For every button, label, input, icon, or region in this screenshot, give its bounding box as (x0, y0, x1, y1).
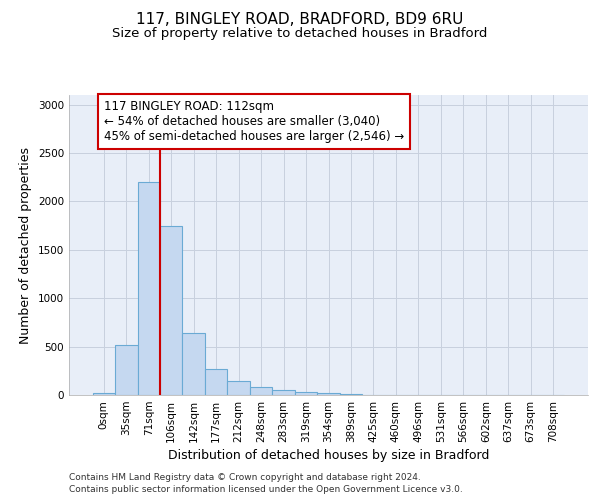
Bar (340, 394, 362, 395)
Bar (227, 382, 250, 395)
Y-axis label: Number of detached properties: Number of detached properties (19, 146, 32, 344)
Text: Contains public sector information licensed under the Open Government Licence v3: Contains public sector information licen… (69, 485, 463, 494)
Bar (295, 392, 317, 395)
Bar (182, 333, 205, 395)
Text: Size of property relative to detached houses in Bradford: Size of property relative to detached ho… (112, 28, 488, 40)
Text: Contains HM Land Registry data © Crown copyright and database right 2024.: Contains HM Land Registry data © Crown c… (69, 474, 421, 482)
Bar (205, 369, 227, 395)
Bar (317, 393, 340, 395)
Text: 117, BINGLEY ROAD, BRADFORD, BD9 6RU: 117, BINGLEY ROAD, BRADFORD, BD9 6RU (136, 12, 464, 28)
X-axis label: Distribution of detached houses by size in Bradford: Distribution of detached houses by size … (168, 449, 489, 462)
Bar (272, 390, 295, 395)
Bar (115, 344, 137, 395)
Bar (160, 226, 182, 395)
Bar (137, 182, 160, 395)
Text: 117 BINGLEY ROAD: 112sqm
← 54% of detached houses are smaller (3,040)
45% of sem: 117 BINGLEY ROAD: 112sqm ← 54% of detach… (104, 100, 404, 143)
Bar (92, 392, 115, 395)
Bar (250, 388, 272, 395)
